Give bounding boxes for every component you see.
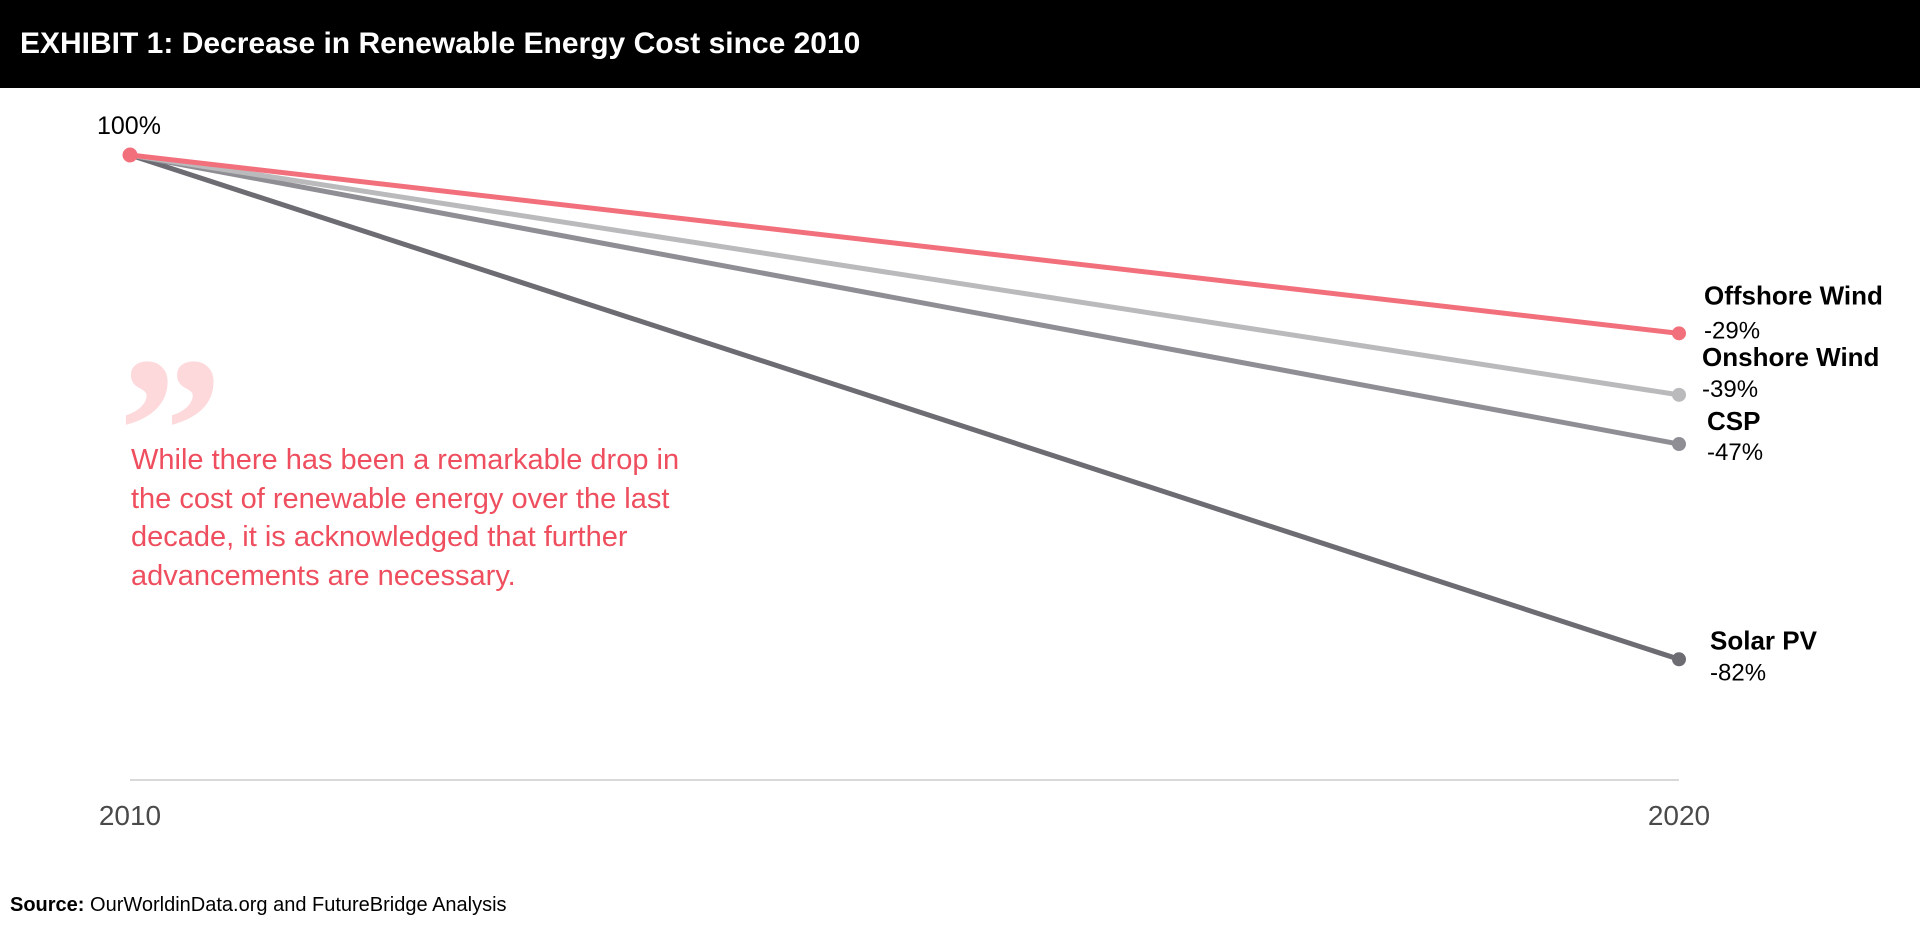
series-start-marker: [122, 147, 138, 163]
series-end-marker-onshore-wind: [1672, 387, 1686, 402]
series-change-label-csp: -47%: [1707, 439, 1763, 466]
series-markers: [122, 147, 1686, 667]
series-name-label-onshore-wind: Onshore Wind: [1702, 342, 1879, 372]
series-line-offshore-wind: [127, 152, 1682, 336]
start-value-label: 100%: [97, 112, 161, 140]
series-name-label-csp: CSP: [1707, 406, 1760, 436]
series-end-marker-offshore-wind: [1672, 326, 1686, 341]
pull-quote: While there has been a remarkable drop i…: [131, 444, 680, 592]
series-line-onshore-wind: [127, 152, 1682, 398]
x-tick-label-2010: 2010: [99, 800, 161, 831]
series-change-label-offshore-wind: -29%: [1704, 317, 1760, 344]
series-line-csp: [127, 152, 1682, 447]
series-line-solar-pv: [127, 152, 1682, 662]
x-axis: 2010 2020: [99, 779, 1710, 831]
series-end-marker-csp: [1672, 437, 1686, 452]
quote-mark-icon: ”: [118, 315, 223, 547]
series-labels: 100% Offshore Wind -29%Onshore Wind -39% CSP…: [97, 112, 1883, 686]
series-name-label-solar-pv: Solar PV: [1710, 625, 1818, 655]
source-label: Source:: [10, 894, 85, 916]
series-change-label-solar-pv: -82%: [1710, 659, 1766, 686]
x-tick-label-2020: 2020: [1648, 800, 1710, 831]
series-lines: [127, 152, 1682, 662]
exhibit-header: EXHIBIT 1: Decrease in Renewable Energy …: [0, 0, 1920, 88]
source-text: OurWorldinData.org and FutureBridge Anal…: [90, 894, 507, 916]
series-change-label-onshore-wind: -39%: [1702, 376, 1758, 403]
series-name-label-offshore-wind: Offshore Wind: [1704, 280, 1883, 310]
series-end-marker-solar-pv: [1672, 652, 1686, 667]
source-note: Source: OurWorldinData.org and FutureBri…: [10, 893, 507, 917]
exhibit-title: EXHIBIT 1: Decrease in Renewable Energy …: [20, 27, 861, 60]
